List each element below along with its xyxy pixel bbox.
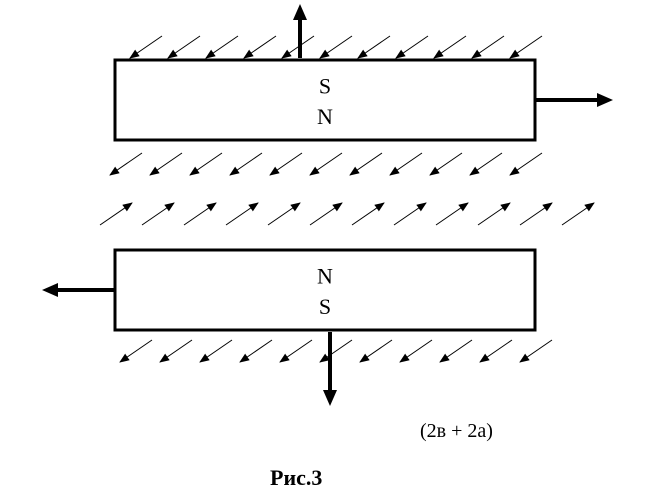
figure-text: Рис.3 [270, 465, 322, 490]
field-arrow [310, 203, 342, 225]
field-arrow [120, 340, 152, 362]
field-arrow [510, 36, 542, 58]
field-arrow [470, 153, 502, 175]
field-arrow [168, 36, 200, 58]
field-arrow [150, 153, 182, 175]
magnet-bottom-upper-label: N [317, 264, 333, 289]
field-arrow [310, 153, 342, 175]
field-arrow [130, 36, 162, 58]
magnet-top-upper-label: S [319, 74, 331, 99]
magnet-top-lower-label: N [317, 104, 333, 129]
field-arrow [478, 203, 510, 225]
field-arrow [244, 36, 276, 58]
figure-caption: Рис.3 [270, 465, 322, 491]
magnet-bottom-lower-label: S [319, 294, 331, 319]
field-arrow [206, 36, 238, 58]
field-arrow [190, 153, 222, 175]
field-arrow [394, 203, 426, 225]
field-arrow [400, 340, 432, 362]
field-arrow [226, 203, 258, 225]
field-arrow [200, 340, 232, 362]
field-arrow [352, 203, 384, 225]
field-arrow [270, 153, 302, 175]
field-arrow [562, 203, 594, 225]
field-arrow [360, 340, 392, 362]
field-arrow [520, 203, 552, 225]
field-arrow [280, 340, 312, 362]
field-arrow [358, 36, 390, 58]
field-arrow [434, 36, 466, 58]
diagram-canvas: SNNS [0, 0, 655, 500]
formula-caption: (2в + 2а) [420, 420, 493, 443]
field-arrow [320, 36, 352, 58]
field-arrow [436, 203, 468, 225]
field-arrow [160, 340, 192, 362]
field-arrow [184, 203, 216, 225]
field-arrow [510, 153, 542, 175]
field-arrow [320, 340, 352, 362]
field-arrow [396, 36, 428, 58]
field-arrow [268, 203, 300, 225]
field-arrow [240, 340, 272, 362]
field-arrow [110, 153, 142, 175]
field-arrow [430, 153, 462, 175]
field-arrow [100, 203, 132, 225]
field-arrow [350, 153, 382, 175]
field-arrow [472, 36, 504, 58]
field-arrow [480, 340, 512, 362]
field-arrow [520, 340, 552, 362]
magnets: SNNS [115, 60, 535, 330]
field-arrow [142, 203, 174, 225]
field-arrow [440, 340, 472, 362]
field-arrow [390, 153, 422, 175]
field-arrow [230, 153, 262, 175]
formula-text: (2в + 2а) [420, 420, 493, 442]
